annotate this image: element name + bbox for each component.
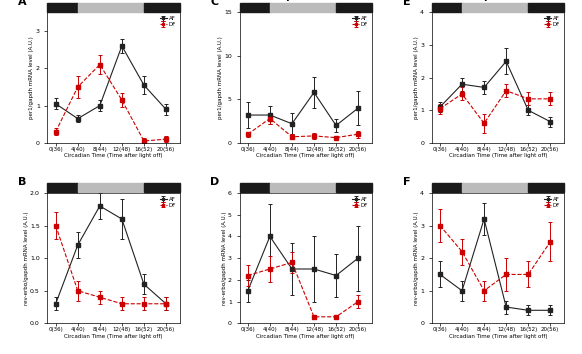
X-axis label: Circadian Time (Time after light off): Circadian Time (Time after light off) [449, 334, 547, 339]
Y-axis label: per1/gapdh mRNA level (A.U.): per1/gapdh mRNA level (A.U.) [414, 36, 418, 119]
Legend: AF, DF: AF, DF [159, 15, 177, 28]
Legend: AF, DF: AF, DF [544, 196, 561, 209]
X-axis label: Circadian Time (Time after light off): Circadian Time (Time after light off) [65, 153, 163, 159]
Legend: AF, DF: AF, DF [351, 15, 369, 28]
Legend: AF, DF: AF, DF [159, 196, 177, 209]
X-axis label: Circadian Time (Time after light off): Circadian Time (Time after light off) [257, 334, 355, 339]
Text: D: D [211, 177, 219, 187]
Text: E: E [403, 0, 410, 7]
Y-axis label: rev-erbα/gapdh mRNA level (A.U.): rev-erbα/gapdh mRNA level (A.U.) [222, 211, 226, 305]
Title: Uroepithelium: Uroepithelium [459, 0, 537, 1]
Title: Detrusor: Detrusor [90, 0, 138, 1]
X-axis label: Circadian Time (Time after light off): Circadian Time (Time after light off) [65, 334, 163, 339]
X-axis label: Circadian Time (Time after light off): Circadian Time (Time after light off) [257, 153, 355, 159]
Y-axis label: rev-erbα/gapdh mRNA level (A.U.): rev-erbα/gapdh mRNA level (A.U.) [23, 211, 29, 305]
Text: F: F [403, 177, 410, 187]
Text: C: C [211, 0, 219, 7]
Legend: AF, DF: AF, DF [544, 15, 561, 28]
Text: B: B [18, 177, 27, 187]
Y-axis label: per1/gapdh mRNA level (A.U.): per1/gapdh mRNA level (A.U.) [218, 36, 223, 119]
Y-axis label: rev-erbα/gapdh mRNA level (A.U.): rev-erbα/gapdh mRNA level (A.U.) [414, 211, 418, 305]
X-axis label: Circadian Time (Time after light off): Circadian Time (Time after light off) [449, 153, 547, 159]
Title: Sphincter: Sphincter [279, 0, 332, 1]
Text: A: A [18, 0, 27, 7]
Y-axis label: per1/gapdh mRNA level (A.U.): per1/gapdh mRNA level (A.U.) [29, 36, 34, 119]
Legend: AF, DF: AF, DF [351, 196, 369, 209]
